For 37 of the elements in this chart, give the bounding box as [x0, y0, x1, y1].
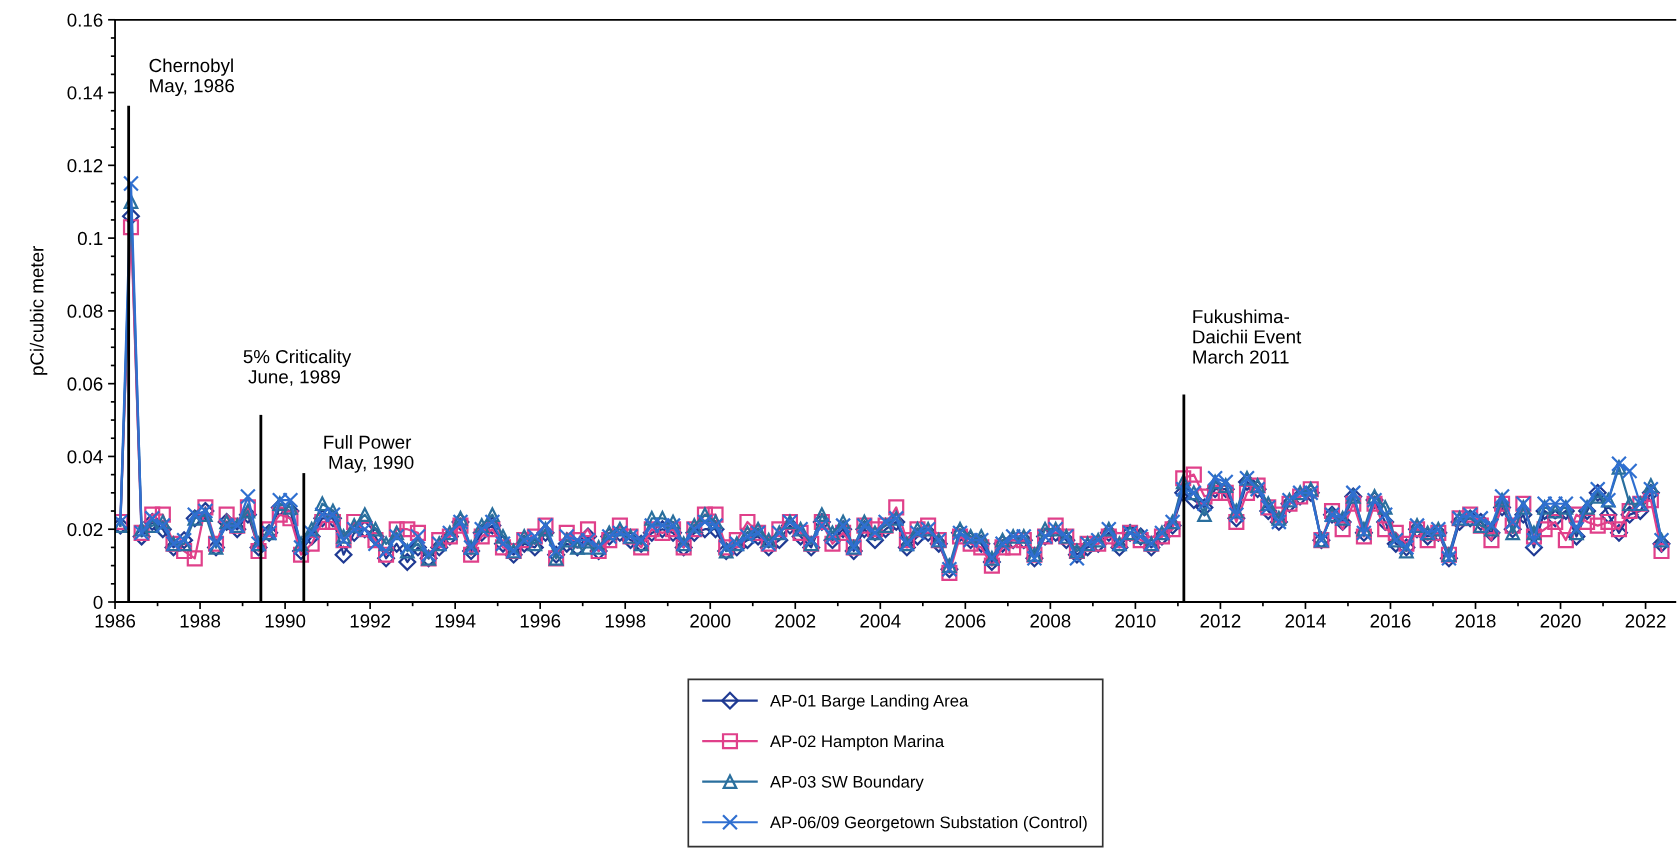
x-tick-label: 2008 — [1030, 614, 1071, 628]
x-tick-label: 2014 — [1285, 614, 1326, 628]
x-tick-label: 2004 — [860, 614, 901, 628]
x-tick-label: 2002 — [775, 614, 816, 628]
x-tick-label: 2016 — [1370, 614, 1411, 628]
y-tick-label: 0.04 — [67, 450, 103, 464]
y-tick-label: 0.1 — [77, 231, 103, 246]
x-tick-label: 1992 — [350, 614, 391, 628]
y-tick-label: 0.14 — [67, 86, 103, 100]
y-tick-label: 0.06 — [67, 377, 103, 391]
x-tick-label: 2006 — [945, 614, 986, 628]
y-tick-label: 0.02 — [67, 522, 103, 537]
y-tick-label: 0.08 — [67, 304, 103, 318]
x-tick-label: 1990 — [265, 614, 306, 628]
x-tick-label: 2022 — [1625, 614, 1666, 628]
y-tick-label: 0.16 — [67, 13, 103, 27]
x-tick-label: 2020 — [1540, 614, 1581, 628]
y-tick-label: 0.12 — [67, 159, 103, 173]
ref-line-label: Full Power May, 1990 — [324, 435, 414, 473]
x-tick-label: 1988 — [180, 614, 221, 628]
legend-label: AP-03 SW Boundary — [770, 775, 924, 792]
y-tick-label: 0 — [93, 595, 103, 609]
x-tick-label: 1994 — [435, 614, 476, 628]
x-tick-label: 2012 — [1200, 614, 1241, 628]
legend-label: AP-06/09 Georgetown Substation (Control) — [770, 816, 1087, 832]
x-tick-label: 2018 — [1455, 614, 1496, 628]
y-axis-title: pCi/cubic meter — [29, 246, 48, 375]
x-tick-label: 1986 — [95, 614, 136, 628]
x-tick-label: 2000 — [690, 614, 731, 628]
x-tick-label: 2010 — [1115, 614, 1156, 628]
x-tick-label: 1998 — [605, 614, 646, 628]
legend-label: AP-02 Hampton Marina — [770, 734, 945, 751]
x-tick-label: 1996 — [520, 614, 561, 628]
ref-line-label: Chernobyl May, 1986 — [149, 58, 234, 97]
ref-line-label: Fukushima- Daichii Event March 2011 — [1193, 309, 1302, 364]
legend-label: AP-01 Barge Landing Area — [770, 694, 969, 710]
ref-line-label: 5% Criticality June, 1989 — [243, 349, 352, 386]
